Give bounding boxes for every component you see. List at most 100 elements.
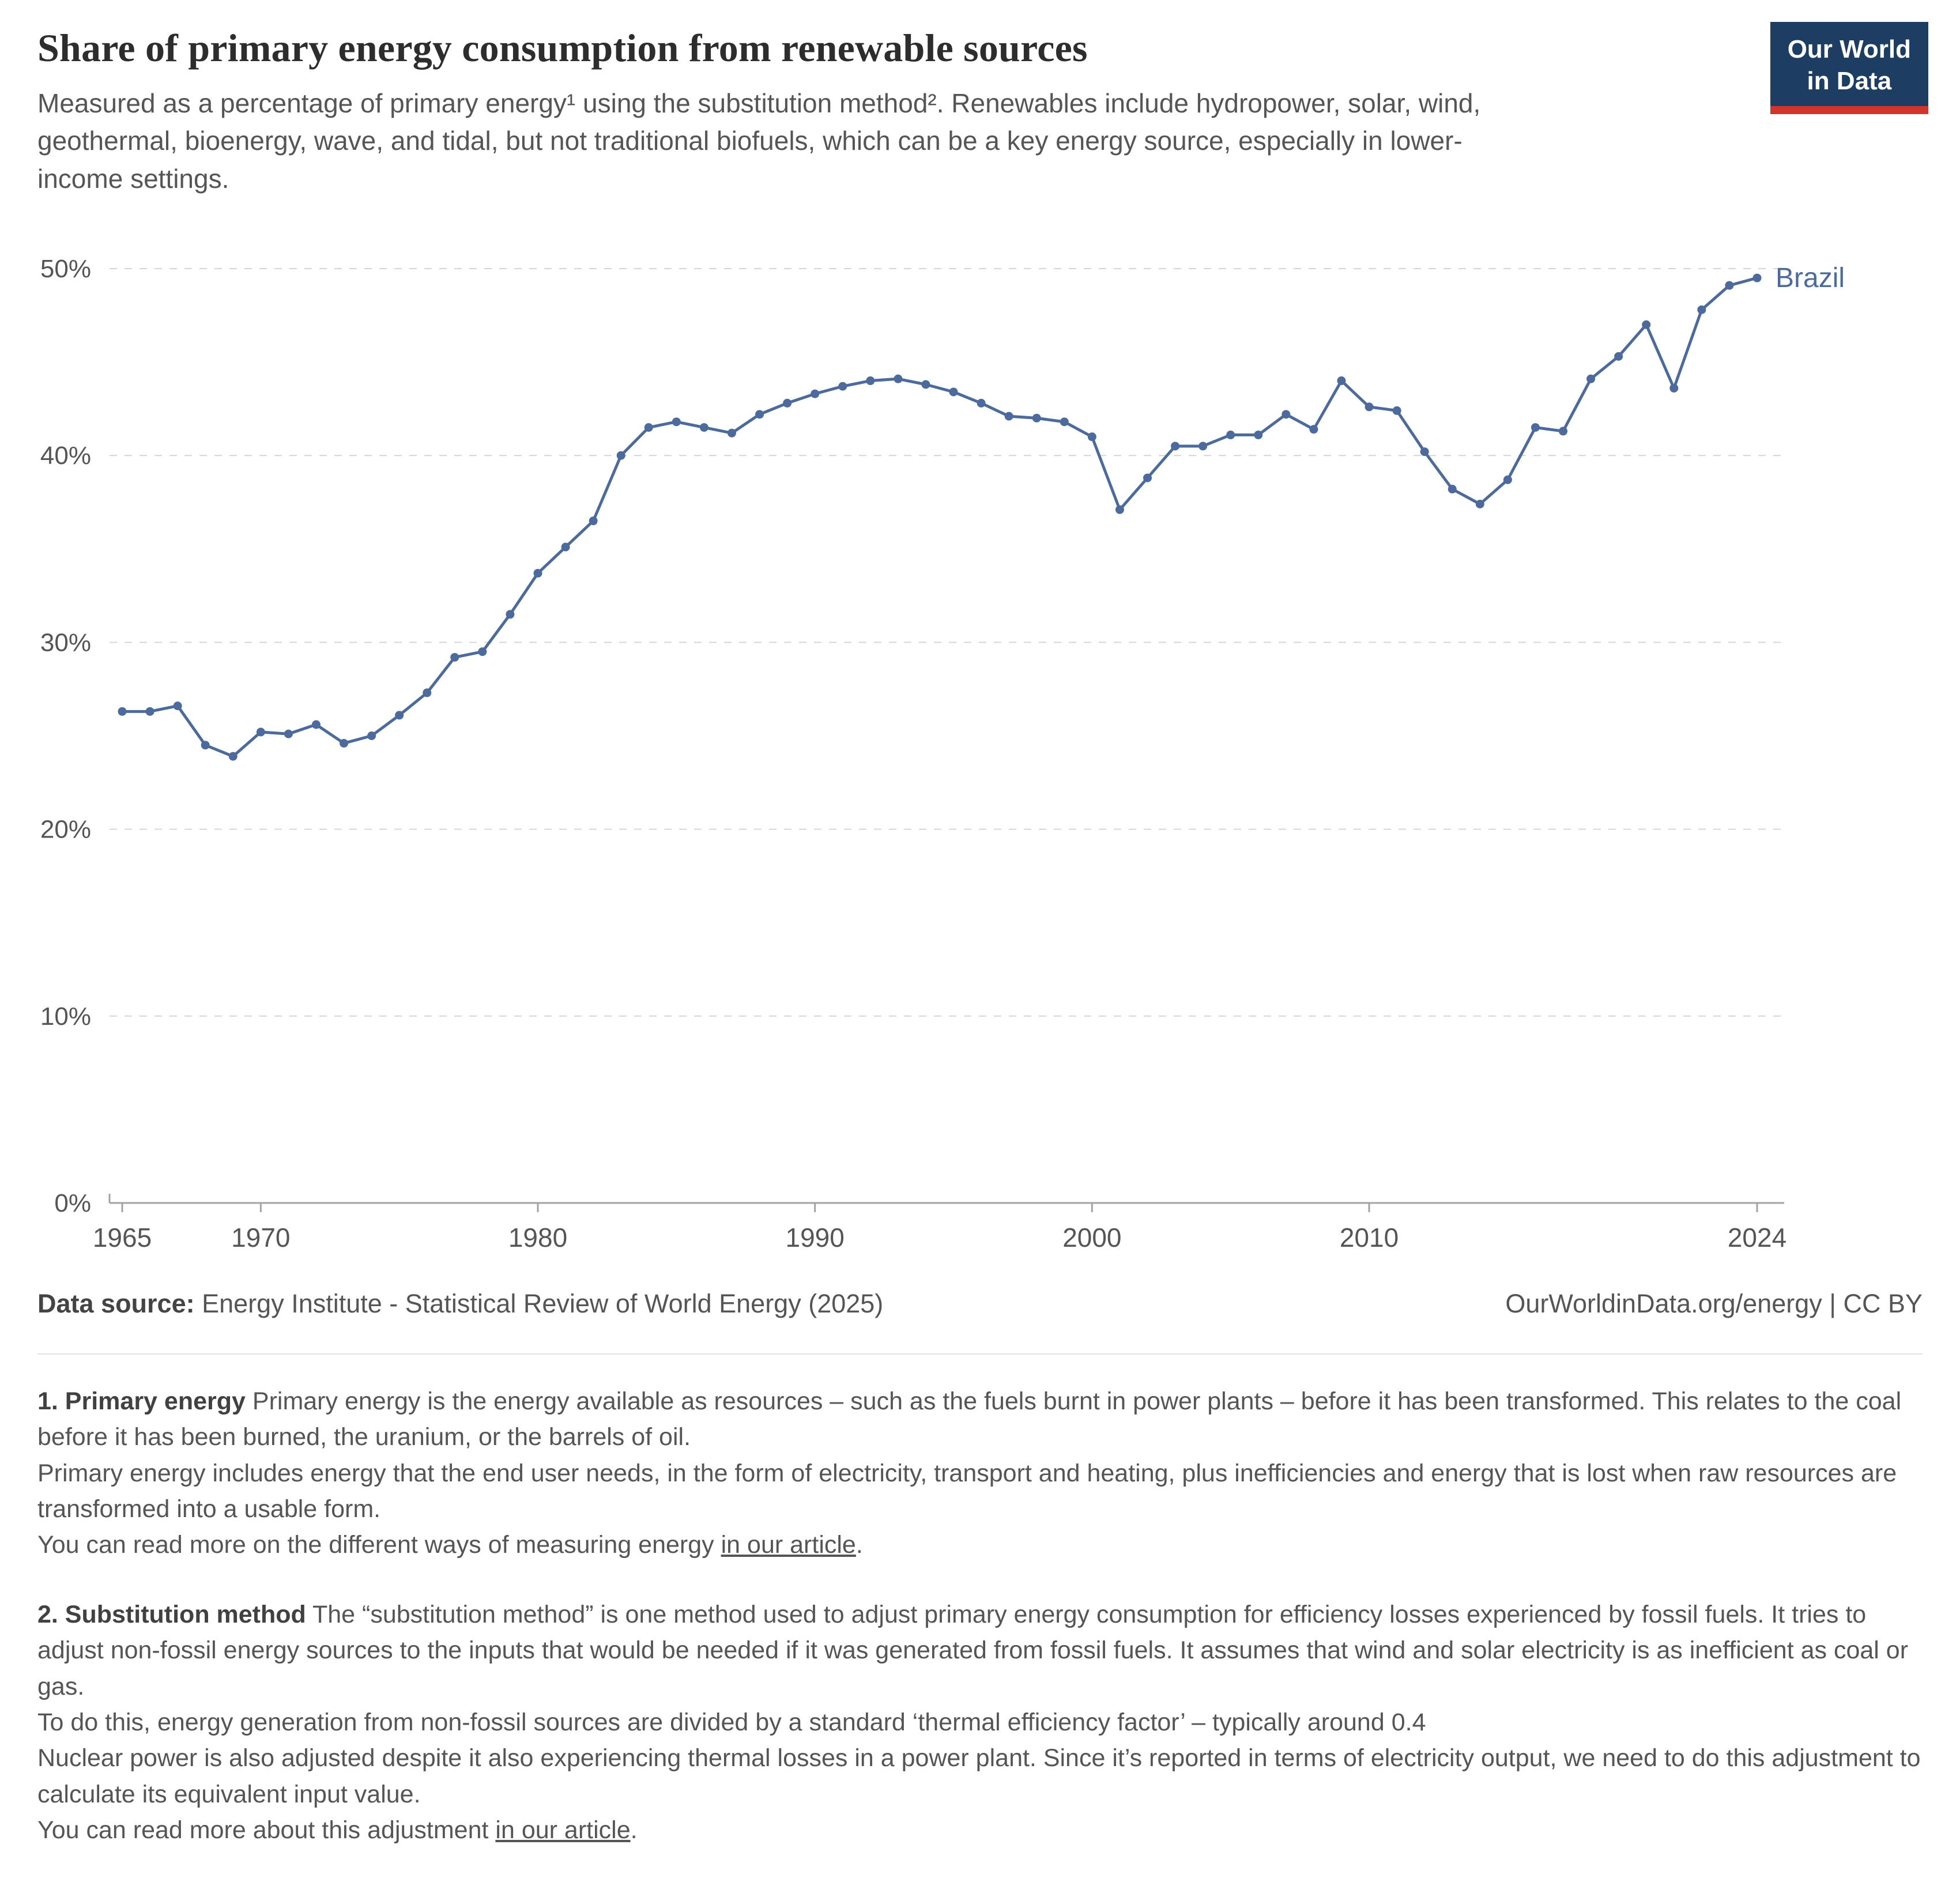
footnote-text: .	[855, 1531, 863, 1559]
x-tick-label: 2010	[1340, 1223, 1399, 1253]
data-point[interactable]	[755, 410, 764, 419]
data-source-label: Data source:	[37, 1289, 195, 1319]
data-point[interactable]	[1254, 431, 1263, 440]
footnote-label: 1. Primary energy	[37, 1387, 246, 1416]
x-tick-label: 1965	[93, 1223, 152, 1253]
series-line-brazil[interactable]	[120, 276, 1759, 758]
data-point[interactable]	[561, 542, 570, 552]
data-point[interactable]	[1281, 410, 1291, 419]
chart-subtitle: Measured as a percentage of primary ener…	[37, 88, 1481, 194]
data-point[interactable]	[450, 652, 459, 662]
data-point[interactable]	[1475, 500, 1484, 509]
footnote-primary-energy: 1. Primary energy Primary energy is the …	[37, 1383, 1923, 1563]
y-tick-label: 20%	[40, 816, 91, 844]
data-point[interactable]	[1060, 417, 1069, 427]
data-point[interactable]	[1697, 305, 1706, 314]
owid-logo-line1: Our World	[1787, 35, 1911, 63]
owid-logo-line2: in Data	[1807, 67, 1892, 95]
data-point[interactable]	[727, 428, 736, 437]
y-tick-label: 30%	[40, 628, 91, 657]
x-tick-label: 2000	[1062, 1223, 1121, 1253]
data-point[interactable]	[977, 399, 986, 408]
footnote-line: Nuclear power is also adjusted despite i…	[37, 1744, 1921, 1808]
data-source: Data source: Energy Institute - Statisti…	[37, 1289, 883, 1319]
data-point[interactable]	[589, 516, 598, 526]
data-point[interactable]	[838, 382, 847, 391]
data-point[interactable]	[1752, 273, 1762, 282]
data-point[interactable]	[1614, 352, 1623, 361]
data-point[interactable]	[228, 752, 238, 761]
data-point[interactable]	[1365, 402, 1374, 412]
data-point[interactable]	[949, 387, 958, 397]
data-point[interactable]	[1586, 374, 1596, 383]
data-point[interactable]	[1559, 427, 1568, 436]
data-point[interactable]	[173, 701, 182, 711]
y-tick-label: 10%	[40, 1002, 91, 1031]
data-point[interactable]	[145, 707, 154, 716]
data-point[interactable]	[478, 647, 487, 657]
data-point[interactable]	[1725, 281, 1734, 290]
data-point[interactable]	[1448, 485, 1457, 494]
data-point[interactable]	[367, 731, 376, 741]
data-point[interactable]	[1087, 432, 1096, 442]
data-point[interactable]	[1004, 412, 1013, 421]
footnote-text: You can read more about this adjustment	[37, 1816, 489, 1844]
data-point[interactable]	[1531, 423, 1540, 432]
data-point[interactable]	[811, 389, 820, 398]
footnote-line: You can read more on the different ways …	[37, 1527, 1923, 1563]
data-point[interactable]	[311, 720, 321, 729]
data-point[interactable]	[1032, 413, 1041, 423]
x-tick-label: 1970	[231, 1223, 290, 1253]
in-our-article-link[interactable]: in our article	[495, 1816, 631, 1844]
footnote-text: The “substitution method” is one method …	[37, 1600, 1909, 1700]
series-end-label[interactable]: Brazil	[1776, 263, 1845, 293]
data-point[interactable]	[921, 380, 930, 389]
y-tick-label: 40%	[40, 442, 91, 470]
attribution: OurWorldinData.org/energy | CC BY	[1505, 1289, 1923, 1319]
data-point[interactable]	[1669, 384, 1679, 393]
x-tick-label: 1980	[508, 1223, 567, 1253]
data-point[interactable]	[423, 688, 432, 697]
data-point[interactable]	[340, 739, 349, 748]
data-point[interactable]	[284, 729, 293, 738]
chart-footer: Data source: Energy Institute - Statisti…	[37, 1289, 1923, 1319]
x-tick-label: 2024	[1728, 1223, 1786, 1253]
chart-title: Share of primary energy consumption from…	[37, 26, 1088, 70]
data-point[interactable]	[1420, 447, 1429, 457]
footnote-line: You can read more about this adjustment …	[37, 1812, 1923, 1848]
data-point[interactable]	[395, 711, 404, 720]
data-point[interactable]	[1198, 442, 1208, 451]
data-point[interactable]	[1392, 406, 1401, 415]
data-point[interactable]	[644, 423, 653, 432]
data-point[interactable]	[1171, 442, 1180, 451]
data-point[interactable]	[506, 610, 515, 619]
data-point[interactable]	[1503, 475, 1512, 484]
data-point[interactable]	[894, 374, 903, 383]
in-our-article-link[interactable]: in our article	[721, 1531, 856, 1559]
data-point[interactable]	[256, 727, 265, 737]
data-point[interactable]	[616, 451, 625, 460]
data-point[interactable]	[1115, 505, 1124, 514]
data-point[interactable]	[1309, 425, 1318, 434]
footnote-text: .	[630, 1816, 638, 1844]
footnote-line: 2. Substitution method The “substitution…	[37, 1597, 1923, 1704]
data-point[interactable]	[1226, 431, 1235, 440]
chart-header: Our World in Data Share of primary energ…	[0, 0, 1960, 198]
footnote-line: To do this, energy generation from non-f…	[37, 1708, 1426, 1736]
data-point[interactable]	[533, 569, 542, 578]
data-point[interactable]	[672, 417, 681, 427]
data-point[interactable]	[699, 423, 708, 432]
line-chart[interactable]: 0% 10% 20% 30% 40% 50% 1965 1970 1980 1990 2000 201…	[0, 229, 1960, 1273]
data-point[interactable]	[783, 399, 792, 408]
footnote-line: Primary energy includes energy that the …	[37, 1459, 1897, 1523]
data-point[interactable]	[866, 376, 875, 386]
data-point[interactable]	[201, 741, 210, 750]
data-point[interactable]	[118, 707, 127, 716]
data-point[interactable]	[1143, 473, 1152, 482]
line-chart-svg[interactable]: 0% 10% 20% 30% 40% 50% 1965 1970 1980 1990 2000 201…	[0, 229, 1960, 1273]
owid-logo[interactable]: Our World in Data	[1770, 22, 1928, 114]
chart-page: Our World in Data Share of primary energ…	[0, 0, 1960, 1848]
y-tick-label: 0%	[54, 1189, 91, 1217]
data-point[interactable]	[1337, 376, 1346, 386]
data-point[interactable]	[1642, 320, 1651, 329]
